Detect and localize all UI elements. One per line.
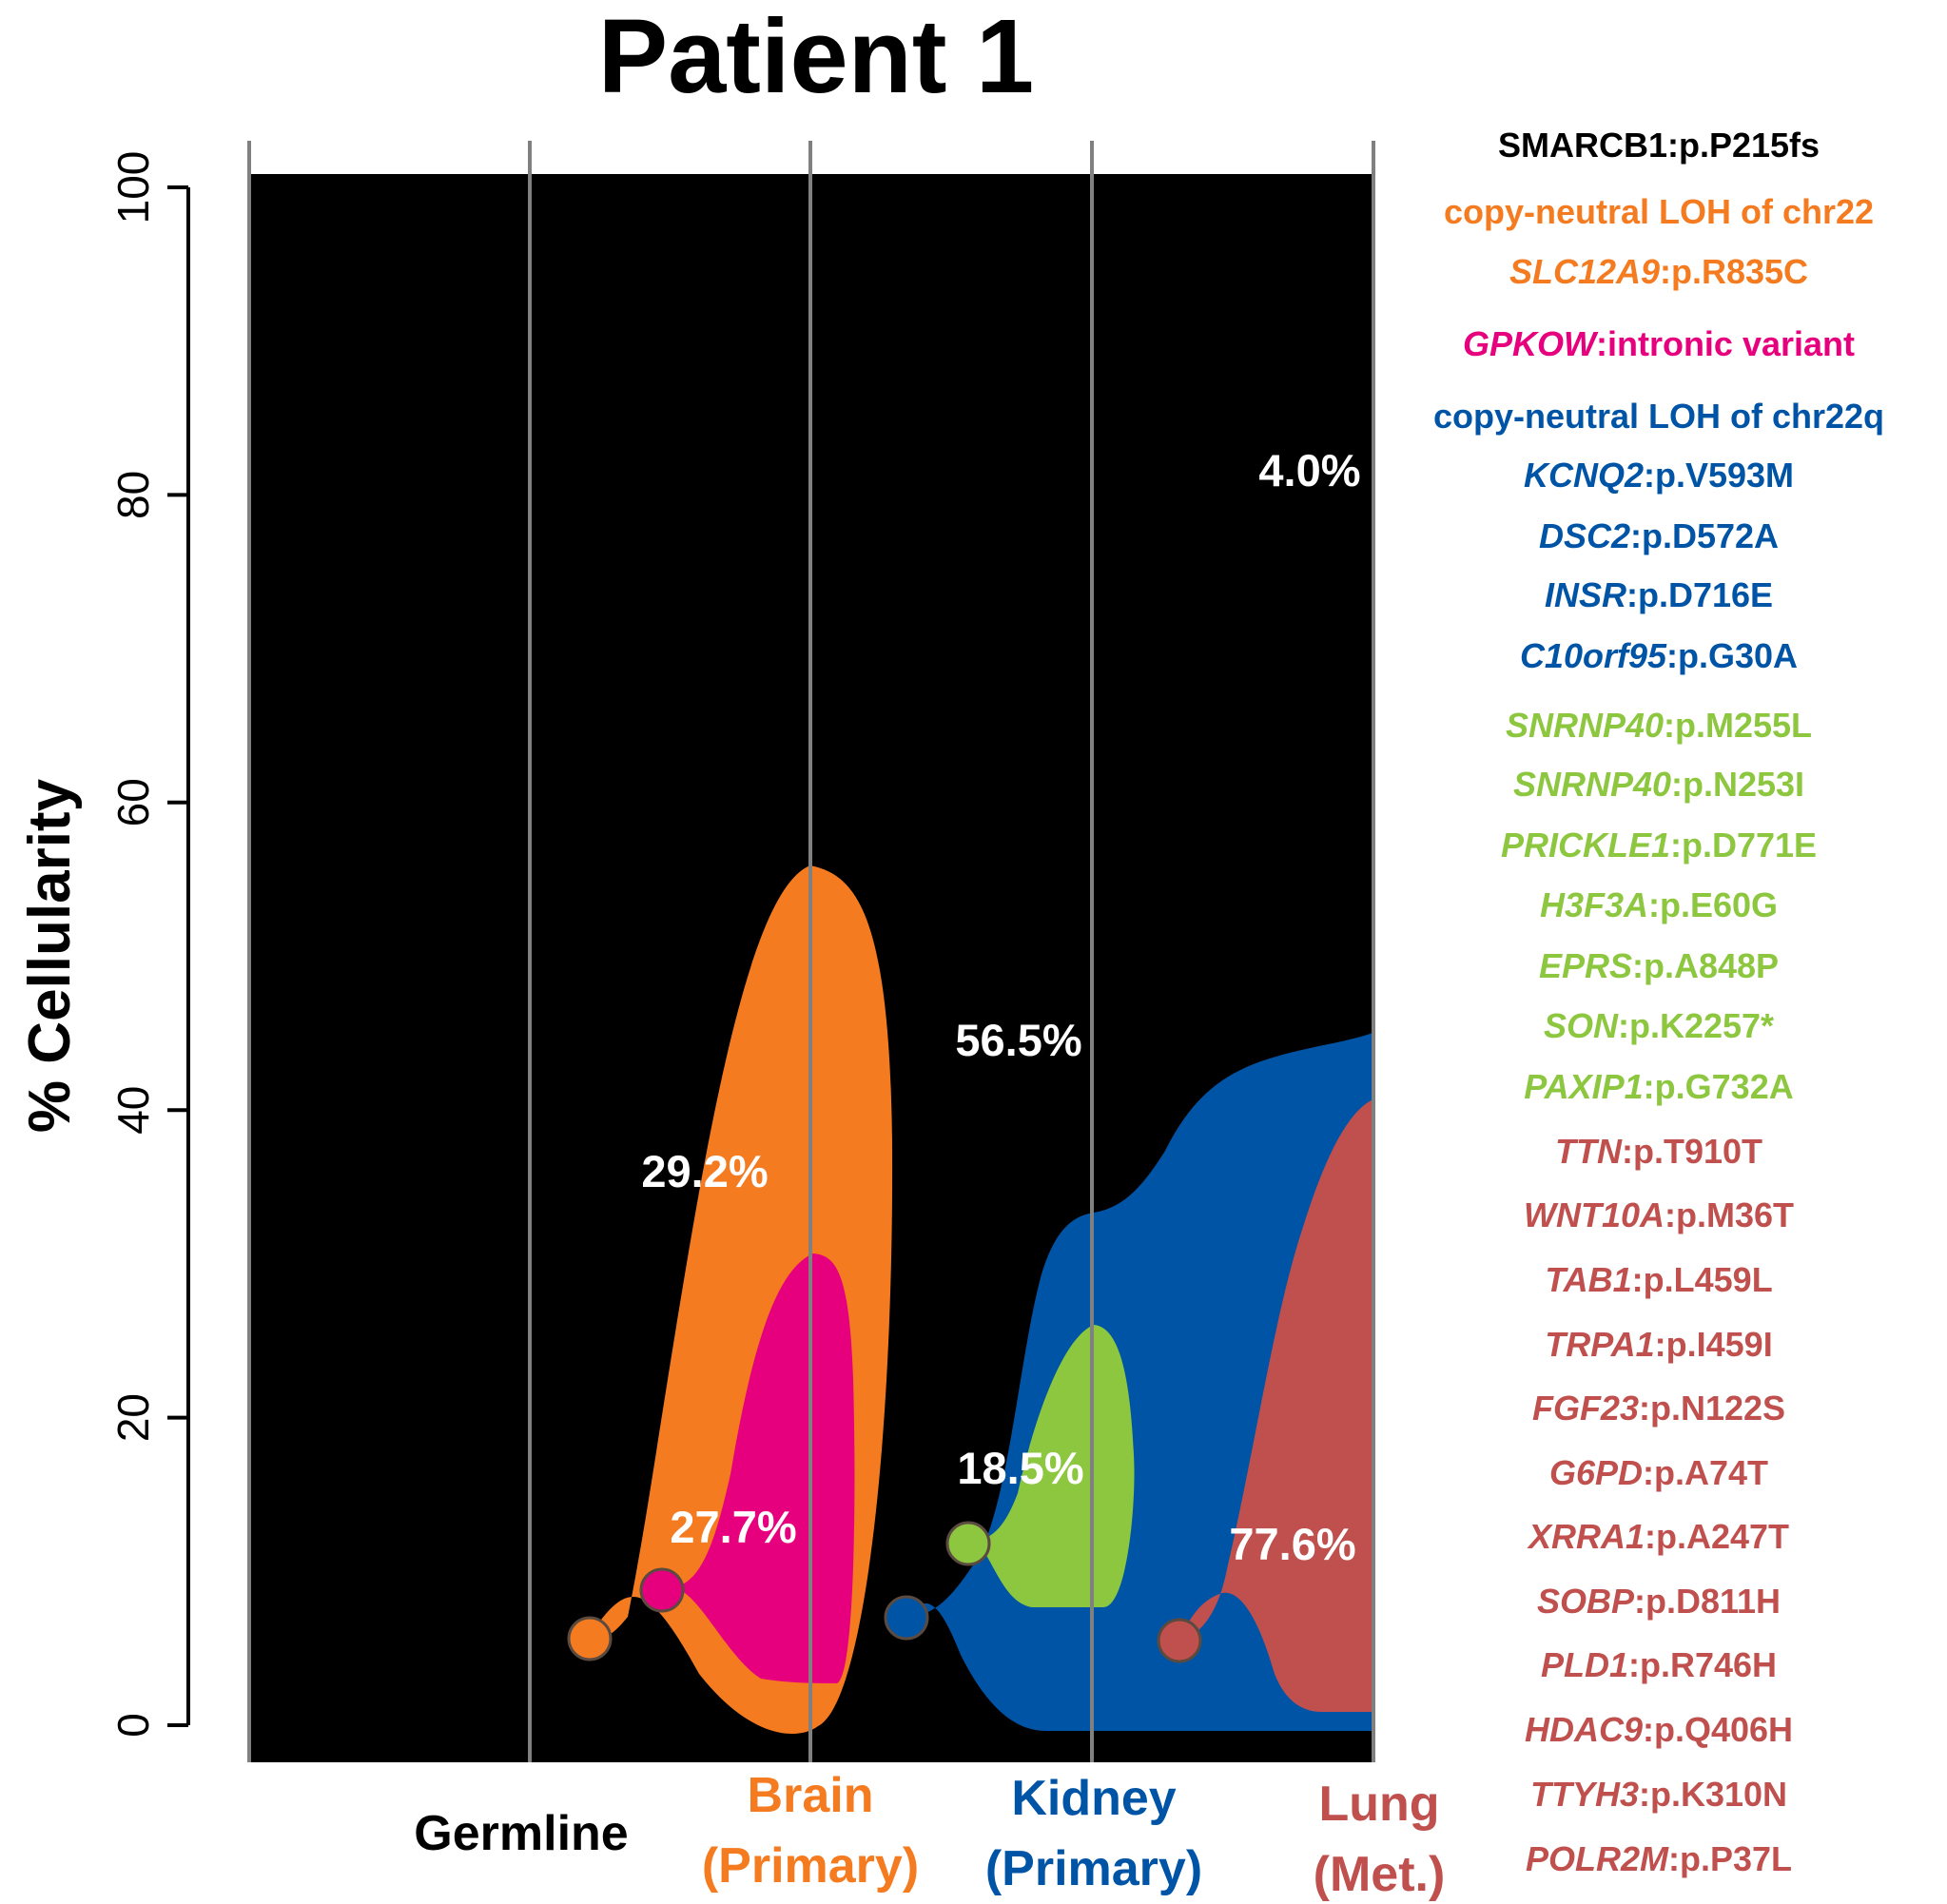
clone-origin-red: [1157, 1618, 1202, 1663]
clone-origin-orange: [567, 1616, 613, 1661]
cellularity-label-blue: 56.5%: [955, 1015, 1081, 1065]
sample-label: (Primary): [702, 1838, 919, 1894]
y-tick-label: 20: [108, 1393, 158, 1442]
clone-origin-green: [945, 1521, 991, 1566]
legend-item: C10orf95:p.G30A: [1520, 636, 1798, 675]
legend-item: SLC12A9:p.R835C: [1509, 252, 1808, 291]
y-axis: 0 20 40 60 80 100: [108, 151, 190, 1738]
legend-item: copy-neutral LOH of chr22: [1444, 192, 1874, 231]
legend-item: SNRNP40:p.M255L: [1506, 706, 1812, 745]
sample-label: Germline: [414, 1806, 628, 1861]
clone-magenta: [666, 1253, 855, 1683]
legend-item: DSC2:p.D572A: [1539, 516, 1779, 555]
sample-label: (Met.): [1314, 1847, 1446, 1902]
legend-item: XRRA1:p.A247T: [1527, 1517, 1789, 1556]
legend-item: TTN:p.T910T: [1555, 1132, 1762, 1171]
plot-area: [247, 141, 1375, 1762]
legend-item: TRPA1:p.I459I: [1545, 1325, 1772, 1364]
clone-origin-magenta: [639, 1567, 685, 1613]
y-tick-label: 0: [108, 1713, 158, 1738]
legend-item: EPRS:p.A848P: [1539, 946, 1779, 985]
y-axis-title: % Cellularity: [17, 778, 83, 1133]
legend-item: POLR2M:p.P37L: [1526, 1839, 1792, 1878]
sample-label: Kidney: [1011, 1771, 1176, 1826]
legend-item: SNRNP40:p.N253I: [1513, 765, 1804, 804]
cellularity-labels: 29.2% 27.7% 56.5% 18.5% 77.6% 4.0%: [641, 445, 1360, 1569]
legend-item: PRICKLE1:p.D771E: [1501, 826, 1817, 865]
sample-label: Brain: [748, 1768, 874, 1823]
legend-item: copy-neutral LOH of chr22q: [1433, 397, 1884, 436]
legend-item: TAB1:p.L459L: [1545, 1260, 1772, 1299]
sample-label: Lung: [1318, 1777, 1439, 1832]
legend-item: H3F3A:p.E60G: [1540, 885, 1778, 924]
y-tick-label: 60: [108, 778, 158, 826]
y-tick-label: 100: [108, 151, 158, 224]
legend-item: KCNQ2:p.V593M: [1524, 456, 1794, 495]
legend-item: PAXIP1:p.G732A: [1524, 1067, 1793, 1106]
y-tick-label: 40: [108, 1086, 158, 1135]
legend-item: WNT10A:p.M36T: [1524, 1195, 1794, 1234]
legend-item: INSR:p.D716E: [1545, 575, 1773, 614]
legend-item: G6PD:p.A74T: [1549, 1453, 1768, 1492]
cellularity-label-blue-lung: 4.0%: [1258, 445, 1360, 495]
cellularity-label-magenta: 27.7%: [670, 1502, 796, 1552]
clone-red: [1179, 1098, 1375, 1712]
legend-item: SON:p.K2257*: [1544, 1006, 1774, 1045]
y-tick-label: 80: [108, 471, 158, 519]
legend-item: SMARCB1:p.P215fs: [1498, 126, 1820, 165]
mutation-legend: SMARCB1:p.P215fs copy-neutral LOH of chr2…: [1433, 126, 1884, 1878]
cellularity-label-orange: 29.2%: [641, 1146, 768, 1196]
legend-item: SOBP:p.D811H: [1537, 1582, 1781, 1621]
sample-label: (Primary): [985, 1841, 1202, 1896]
legend-item: TTYH3:p.K310N: [1530, 1775, 1787, 1814]
legend-item: GPKOW:intronic variant: [1463, 324, 1855, 363]
cellularity-label-red: 77.6%: [1229, 1519, 1355, 1569]
legend-item: HDAC9:p.Q406H: [1525, 1710, 1793, 1749]
y-ticks: 0 20 40 60 80 100: [108, 151, 188, 1738]
sample-labels: Germline Brain (Primary) Kidney (Primary) Lun…: [414, 1768, 1445, 1902]
sample-gridlines: [247, 141, 1375, 1762]
clone-origin-blue: [884, 1595, 929, 1641]
legend-item: PLD1:p.R746H: [1541, 1645, 1777, 1684]
cellularity-label-green: 18.5%: [957, 1443, 1083, 1493]
chart-title: Patient 1: [598, 0, 1034, 115]
legend-item: FGF23:p.N122S: [1532, 1389, 1785, 1428]
